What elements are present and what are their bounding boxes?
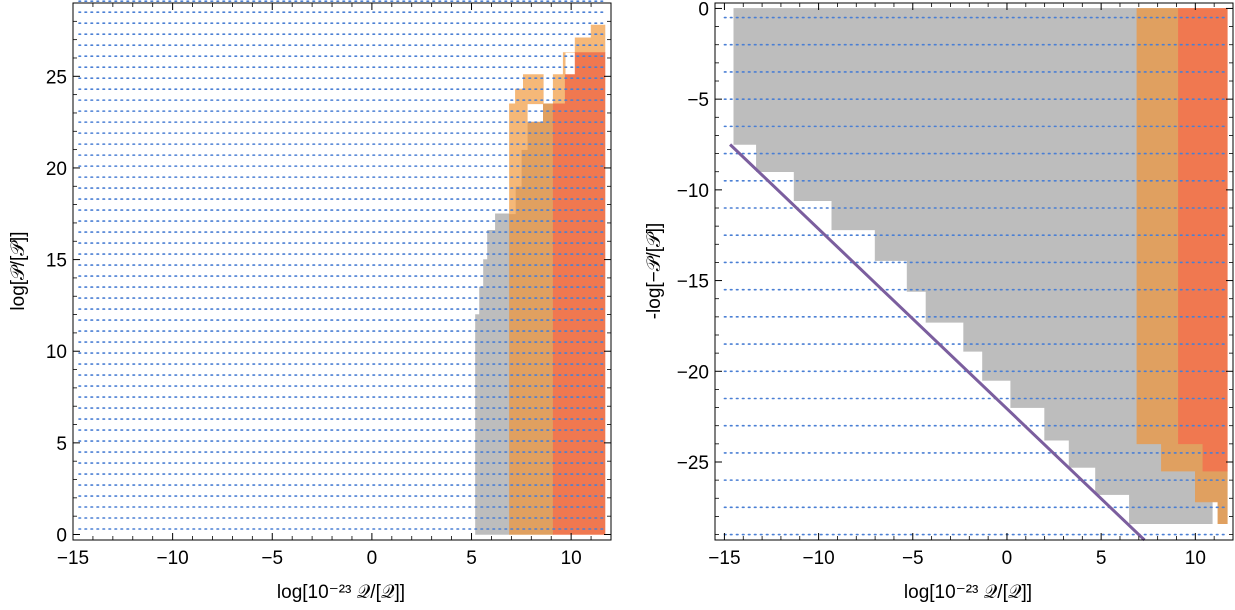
left-y-tick-label: 0	[56, 526, 67, 547]
right-y-tick-label: 0	[698, 0, 709, 20]
right-x-tick-label: 0	[1002, 548, 1013, 569]
left-x-axis-title: log[10⁻²³ 𝒬/[𝒬]]	[277, 582, 405, 603]
left-y-axis-title: log[𝒫/[𝒫]]	[8, 231, 29, 310]
right-x-tick-label: −10	[802, 548, 834, 569]
left-region-gray-0	[475, 213, 510, 535]
left-y-tick-label: 5	[56, 434, 67, 455]
left-x-tick-label: 10	[561, 548, 582, 569]
right-y-tick-label: −25	[677, 453, 709, 474]
right-x-axis-title: log[10⁻²³ 𝒬/[𝒬]]	[904, 582, 1032, 603]
left-plot-frame	[72, 2, 612, 541]
right-region-red-orange-2	[1178, 8, 1228, 472]
left-y-tick-label: 25	[46, 67, 67, 88]
left-dotted-rows	[78, 0, 606, 530]
right-y-tick-label: −20	[677, 362, 709, 383]
right-chart-panel: −15 −10 −5 0 5 10 0 −5 −10 −15 −20 −25 log[10⁻²³ 𝒬/…	[644, 0, 1234, 603]
right-dotted-rows	[723, 16, 1229, 536]
left-region-red-orange-4	[552, 52, 606, 535]
right-x-tick-label: −15	[708, 548, 740, 569]
right-axis-ticks: −15 −10 −5 0 5 10 0 −5 −10 −15 −20 −25	[677, 0, 1234, 569]
right-plot-frame	[714, 2, 1234, 541]
left-region-light-orange-2	[509, 74, 544, 215]
right-y-tick-label: −10	[677, 181, 709, 202]
left-y-tick-label: 20	[46, 159, 67, 180]
right-x-tick-label: 5	[1096, 548, 1107, 569]
right-x-tick-label: 10	[1185, 548, 1206, 569]
right-diagonal-line	[729, 143, 1146, 542]
left-x-tick-label: −10	[157, 548, 189, 569]
left-y-tick-label: 15	[46, 251, 67, 272]
right-y-tick-label: −15	[677, 272, 709, 293]
left-regions	[475, 24, 606, 535]
right-y-axis-title: -log[−𝒫/[𝒫]]	[644, 223, 665, 320]
right-y-tick-label: −5	[687, 90, 709, 111]
left-axis-ticks: −15 −10 −5 0 5 10 0 5 10 15 20 25	[46, 2, 612, 569]
left-x-tick-label: 0	[367, 548, 378, 569]
left-region-light-orange-top-3	[552, 24, 606, 105]
left-x-tick-label: 5	[466, 548, 477, 569]
right-x-tick-label: −5	[902, 548, 924, 569]
left-x-tick-label: −15	[57, 548, 89, 569]
right-regions	[733, 8, 1228, 525]
left-y-tick-label: 10	[46, 342, 67, 363]
left-x-tick-label: −5	[261, 548, 283, 569]
